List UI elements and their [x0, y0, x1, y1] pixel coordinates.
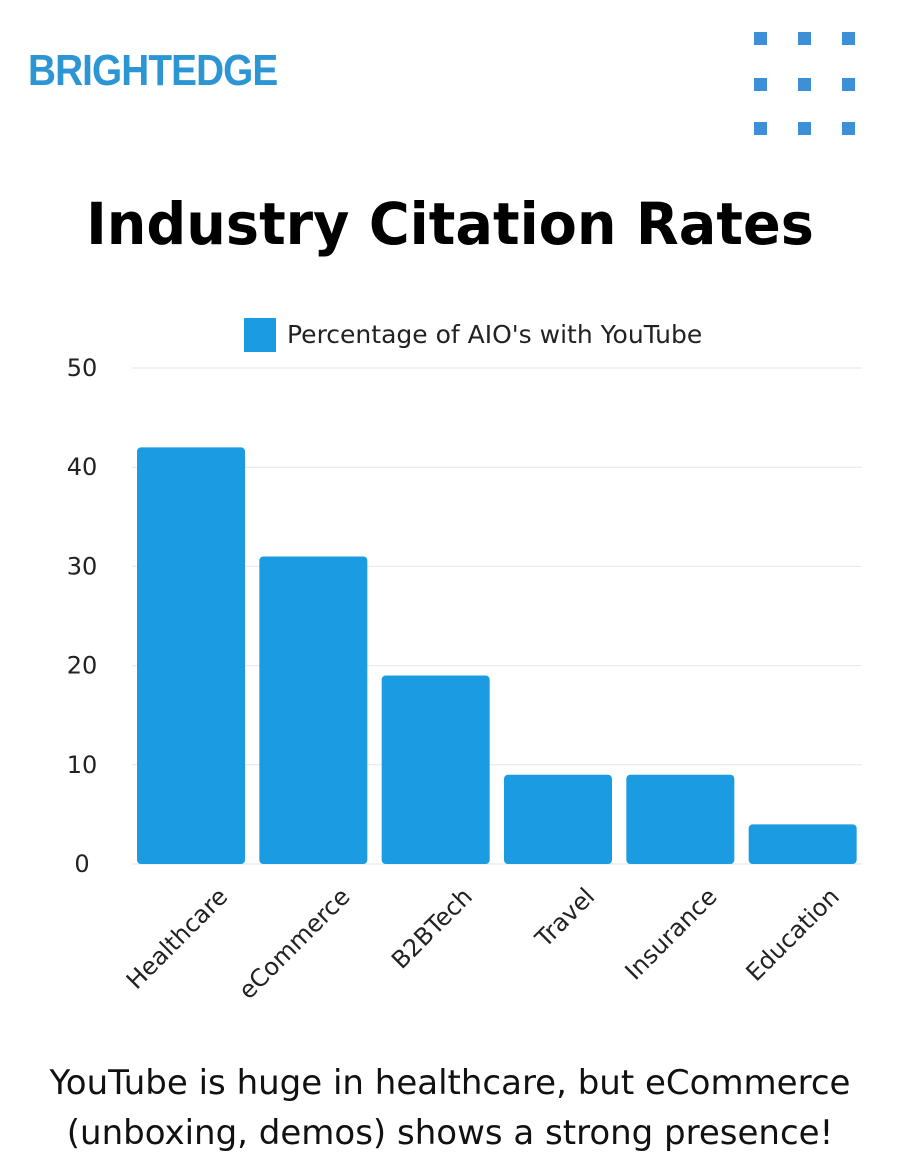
x-tick-label: B2BTech: [386, 882, 478, 974]
x-tick-label: Travel: [529, 882, 600, 953]
caption: YouTube is huge in healthcare, but eComm…: [0, 1058, 900, 1158]
bar-ecommerce: [259, 556, 368, 864]
bar-chart: 0 10 20 30 40 50 Healthcare eCommerce B2BTech Tra…: [67, 318, 862, 1005]
y-tick-label: 0: [74, 850, 89, 878]
y-tick-label: 50: [67, 354, 98, 382]
bar-insurance: [626, 774, 735, 864]
y-tick-label: 10: [67, 751, 98, 779]
bar-education: [748, 824, 857, 864]
y-tick-label: 40: [67, 453, 98, 481]
caption-line-2: (unboxing, demos) shows a strong presenc…: [66, 1113, 834, 1153]
page-title: Industry Citation Rates: [86, 190, 814, 258]
legend-swatch: [244, 318, 276, 352]
bar-healthcare: [137, 447, 245, 864]
caption-line-1: YouTube is huge in healthcare, but eComm…: [49, 1063, 851, 1103]
decorative-dot-grid-icon: [746, 24, 866, 142]
x-tick-label: Healthcare: [121, 882, 233, 994]
brand-logo: BRIGHTEDGE: [28, 46, 278, 95]
y-tick-label: 20: [67, 652, 98, 680]
x-tick-label: Education: [741, 882, 845, 986]
bar-b2btech: [381, 675, 490, 864]
y-tick-label: 30: [67, 552, 98, 580]
bar-travel: [504, 774, 612, 864]
x-tick-label: eCommerce: [233, 882, 355, 1004]
legend-label: Percentage of AIO's with YouTube: [287, 320, 702, 349]
x-tick-label: Insurance: [620, 882, 723, 985]
